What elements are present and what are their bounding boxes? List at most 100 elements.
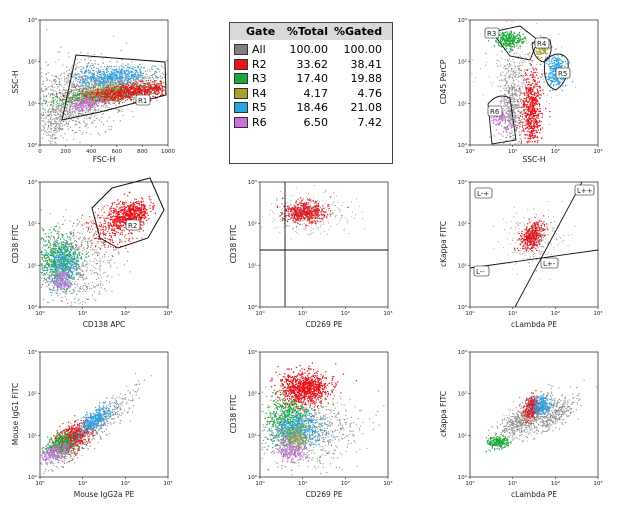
event-dot <box>535 82 537 85</box>
event-dot <box>130 74 132 76</box>
event-dot <box>161 90 163 92</box>
event-dot <box>100 88 102 91</box>
event-dot <box>87 92 89 94</box>
event-dot <box>60 95 62 97</box>
event-dot <box>523 106 525 108</box>
event-dot <box>78 75 80 78</box>
gate-r1-label-box <box>135 94 151 106</box>
event-dot <box>160 88 162 90</box>
event-dot <box>535 74 538 76</box>
event-dot <box>66 66 68 68</box>
event-dot <box>504 89 506 91</box>
event-dot <box>151 68 153 71</box>
event-dot <box>67 98 69 100</box>
event-dot <box>121 75 123 77</box>
event-dot <box>77 104 80 107</box>
event-dot <box>505 111 507 113</box>
event-dot <box>70 114 72 116</box>
event-dot <box>523 79 525 81</box>
event-dot <box>94 82 97 84</box>
event-dot <box>498 79 501 81</box>
event-dot <box>102 87 105 89</box>
event-dot <box>80 88 82 90</box>
event-dot <box>95 101 97 104</box>
event-dot <box>97 97 99 99</box>
event-dot <box>91 76 94 78</box>
event-dot <box>51 123 54 125</box>
event-dot <box>60 120 62 122</box>
event-dot <box>91 97 94 99</box>
event-dot <box>154 81 156 83</box>
event-dot <box>154 84 156 86</box>
event-dot <box>97 132 99 134</box>
event-dot <box>513 31 515 33</box>
event-dot <box>527 69 529 71</box>
event-dot <box>134 76 136 79</box>
event-dot <box>129 82 132 84</box>
event-dot <box>94 104 96 107</box>
event-dot <box>510 46 512 48</box>
event-dot <box>122 88 125 90</box>
event-dot <box>93 93 96 95</box>
table-row: R2 33.62 38.41 <box>230 58 392 72</box>
event-dot <box>98 81 100 83</box>
event-dot <box>118 76 121 78</box>
event-dot <box>519 137 521 139</box>
event-dot <box>53 109 55 111</box>
event-dot <box>110 87 113 90</box>
event-dot <box>82 66 84 68</box>
event-dot <box>51 110 53 112</box>
event-dot <box>77 92 79 95</box>
event-dot <box>87 106 89 109</box>
event-dot <box>151 67 153 69</box>
event-dot <box>127 82 129 84</box>
event-dot <box>131 97 133 99</box>
event-dot <box>516 95 518 97</box>
event-dot <box>506 72 508 74</box>
event-dot <box>102 123 104 126</box>
event-dot <box>111 125 113 128</box>
event-dot <box>101 97 103 100</box>
event-dot <box>509 93 511 95</box>
event-dot <box>67 96 69 98</box>
event-dot <box>504 128 507 131</box>
event-dot <box>121 58 123 61</box>
event-dot <box>512 109 515 111</box>
event-dot <box>61 101 64 103</box>
event-dot <box>118 75 120 77</box>
event-dot <box>81 99 83 102</box>
event-dot <box>503 101 505 103</box>
event-dot <box>74 69 76 71</box>
event-dot <box>101 93 104 96</box>
event-dot <box>89 118 91 120</box>
event-dot <box>122 63 124 65</box>
event-dot <box>143 67 145 69</box>
event-dot <box>88 117 90 120</box>
event-dot <box>113 102 116 104</box>
event-dot <box>529 124 531 126</box>
event-dot <box>113 88 116 90</box>
event-dot <box>502 71 504 73</box>
event-dot <box>517 117 519 119</box>
event-dot <box>144 70 146 72</box>
event-dot <box>80 78 82 80</box>
event-dot <box>79 79 82 81</box>
event-dot <box>85 108 88 110</box>
event-dot <box>46 104 49 106</box>
event-dot <box>533 136 536 138</box>
event-dot <box>137 79 139 81</box>
event-dot <box>501 79 503 81</box>
event-dot <box>519 75 521 77</box>
event-dot <box>120 75 122 77</box>
event-dot <box>526 120 528 123</box>
event-dot <box>508 36 511 38</box>
event-dot <box>54 129 57 131</box>
event-dot <box>506 80 508 82</box>
event-dot <box>518 105 520 107</box>
event-dot <box>114 100 116 102</box>
event-dot <box>86 79 88 81</box>
event-dot <box>151 75 153 77</box>
event-dot <box>504 122 506 124</box>
event-dot <box>536 141 539 144</box>
event-dot <box>530 71 533 73</box>
